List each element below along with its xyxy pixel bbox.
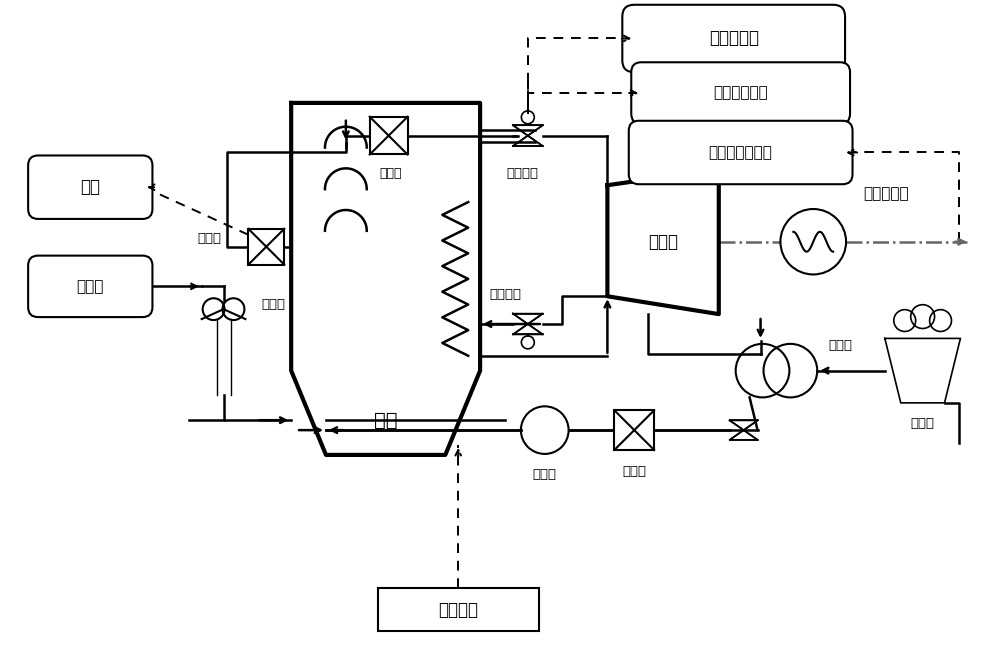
- Text: 主汽调门: 主汽调门: [507, 167, 539, 180]
- Text: 分离器: 分离器: [198, 232, 222, 245]
- FancyBboxPatch shape: [28, 256, 152, 317]
- Text: 焓值: 焓值: [80, 178, 100, 196]
- FancyBboxPatch shape: [629, 121, 853, 184]
- Text: 汽轮机: 汽轮机: [648, 233, 678, 251]
- FancyBboxPatch shape: [631, 62, 850, 124]
- Bar: [614, 410, 654, 450]
- FancyBboxPatch shape: [28, 155, 152, 219]
- Polygon shape: [607, 169, 719, 314]
- Text: 主汽调门开度: 主汽调门开度: [713, 85, 768, 100]
- Text: 再热蒸汽: 再热蒸汽: [489, 288, 521, 301]
- Text: 给水流量: 给水流量: [438, 601, 478, 619]
- FancyBboxPatch shape: [622, 5, 845, 72]
- Text: 主蒸汽压力: 主蒸汽压力: [709, 30, 759, 47]
- Text: 煤粉量: 煤粉量: [77, 279, 104, 294]
- Bar: [370, 117, 408, 154]
- Text: 汽轮发电机: 汽轮发电机: [863, 187, 909, 201]
- Text: 给水泵: 给水泵: [533, 468, 557, 481]
- Bar: [248, 229, 284, 264]
- Text: 冷凝器: 冷凝器: [828, 339, 852, 352]
- Text: 加热器: 加热器: [622, 465, 646, 478]
- Text: 冷却塔: 冷却塔: [911, 417, 935, 430]
- Bar: [378, 588, 539, 632]
- Text: 锅炉: 锅炉: [374, 411, 397, 430]
- Text: 汽轮机发电功率: 汽轮机发电功率: [709, 145, 773, 160]
- Text: 磨煤机: 磨煤机: [261, 298, 285, 311]
- Text: 恒温器: 恒温器: [379, 167, 402, 180]
